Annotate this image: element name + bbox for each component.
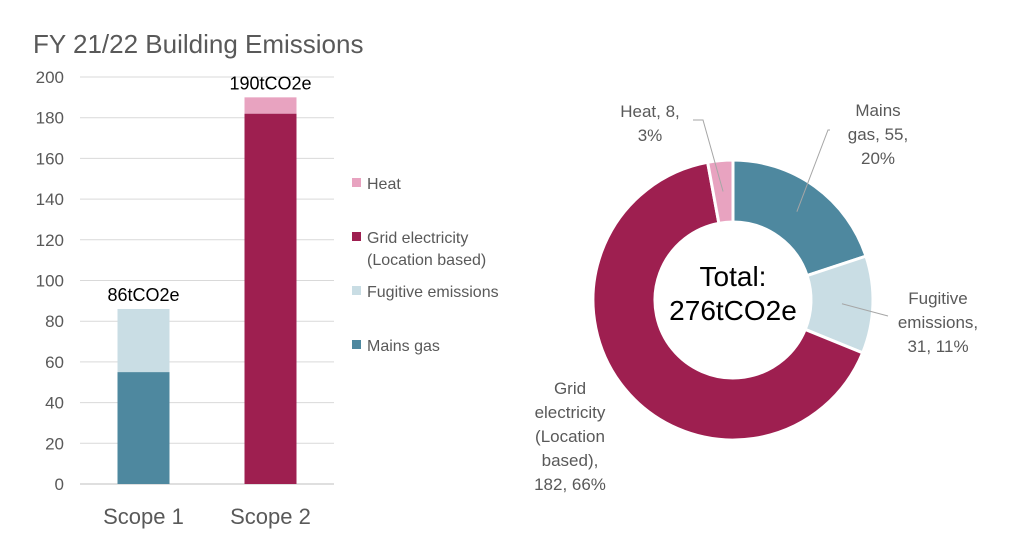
slice-label: 3%: [638, 126, 663, 145]
bar-total-label: 190tCO2e: [229, 73, 311, 93]
leader-line: [841, 303, 889, 317]
legend-swatch: [352, 232, 361, 241]
slice-label: 31, 11%: [907, 337, 968, 356]
x-tick-label: Scope 1: [103, 504, 184, 529]
donut-slice: [731, 158, 868, 278]
stacked-bar-chart: 0 20 40 60 80 100 120 140 160 180 200 86tCO2e Scope …: [36, 68, 334, 529]
y-tick-label: 60: [45, 353, 64, 372]
y-tick-label: 0: [55, 475, 64, 494]
y-tick-label: 180: [36, 109, 64, 128]
slice-label: emissions,: [898, 313, 978, 332]
y-tick-label: 140: [36, 190, 64, 209]
slice-label: gas, 55,: [848, 125, 909, 144]
legend-label: (Location based): [367, 252, 486, 269]
donut-slice: [591, 160, 865, 442]
y-tick-label: 80: [45, 312, 64, 331]
legend-label: Fugitive emissions: [367, 284, 499, 301]
legend-swatch: [352, 286, 361, 295]
chart-title: FY 21/22 Building Emissions: [33, 29, 363, 59]
slice-label: based),: [542, 451, 599, 470]
donut-chart: Mains gas, 55, 20% Fugitive emissions, 31, 11…: [534, 101, 978, 494]
bar-segment: [244, 97, 297, 114]
slice-label: Mains: [855, 101, 900, 120]
y-tick-label: 160: [36, 149, 64, 168]
y-tick-label: 200: [36, 68, 64, 87]
donut-center-label: Total:: [700, 261, 767, 292]
leader-line: [693, 119, 724, 192]
slice-label: electricity: [535, 403, 606, 422]
bar-segment: [117, 308, 170, 373]
donut-center-label: 276tCO2e: [669, 295, 797, 326]
y-tick-label: 40: [45, 394, 64, 413]
bar-chart-legend: Heat Grid electricity (Location based) Fugi…: [352, 176, 499, 355]
legend-label: Grid electricity: [367, 230, 468, 247]
legend-swatch: [352, 340, 361, 349]
y-tick-label: 20: [45, 434, 64, 453]
legend-label: Mains gas: [367, 338, 440, 355]
slice-label: Heat, 8,: [620, 102, 680, 121]
bar-segment: [244, 113, 297, 484]
slice-label: Grid: [554, 379, 586, 398]
legend-swatch: [352, 178, 361, 187]
y-tick-label: 120: [36, 231, 64, 250]
bar-total-label: 86tCO2e: [107, 285, 179, 305]
bar-segment: [117, 372, 170, 484]
slice-label: 20%: [861, 149, 895, 168]
legend-label: Heat: [367, 176, 401, 193]
y-tick-label: 100: [36, 272, 64, 291]
slice-label: 182, 66%: [534, 475, 606, 494]
leader-line: [796, 129, 830, 212]
donut-slice: [705, 158, 735, 226]
slice-label: (Location: [535, 427, 605, 446]
x-tick-label: Scope 2: [230, 504, 311, 529]
slice-label: Fugitive: [908, 289, 968, 308]
